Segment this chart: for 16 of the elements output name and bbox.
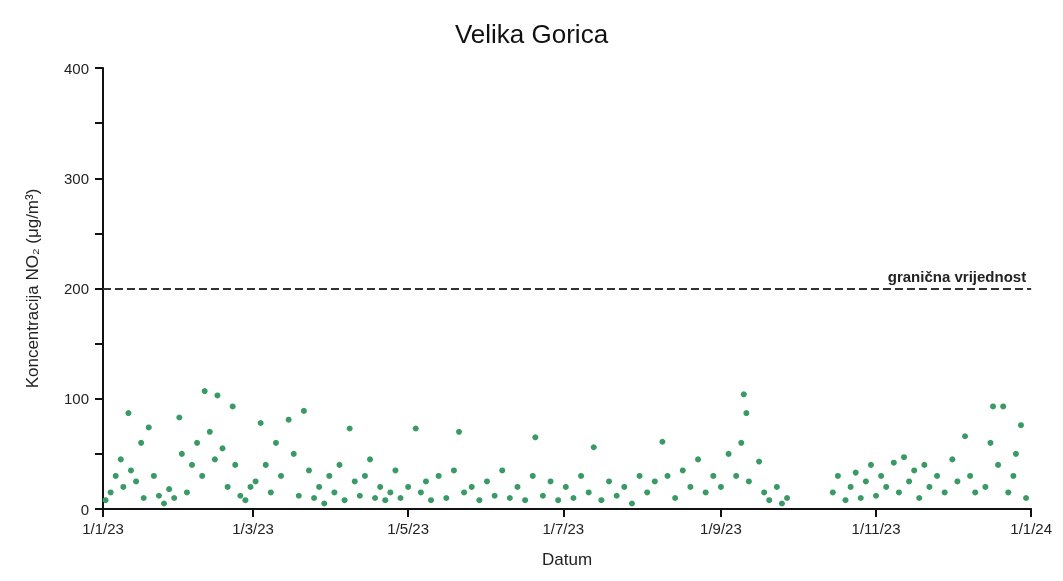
y-tick-label: 200 (63, 280, 89, 297)
y-tick-label: 400 (63, 59, 89, 77)
x-tick-label: 1/5/23 (387, 520, 429, 537)
y-axis-title: Koncentracija NO₂ (μg/m³) (23, 188, 42, 389)
x-axis-title: Datum (542, 550, 593, 569)
ref-line-label: granična vrijednost (887, 267, 1027, 285)
x-tick-label: 1/9/23 (700, 520, 742, 537)
x-tick-label: 1/11/23 (851, 520, 901, 537)
x-tick-label: 1/7/23 (542, 520, 585, 537)
y-tick-label: 100 (63, 390, 89, 408)
x-tick-label: 1/1/24 (1010, 520, 1053, 537)
x-tick-label: 1/1/23 (82, 520, 124, 537)
chart-title: Velika Gorica (454, 19, 609, 49)
y-tick-label: 0 (80, 500, 89, 518)
y-tick-label: 300 (63, 169, 89, 187)
x-tick-label: 1/3/23 (232, 520, 274, 537)
